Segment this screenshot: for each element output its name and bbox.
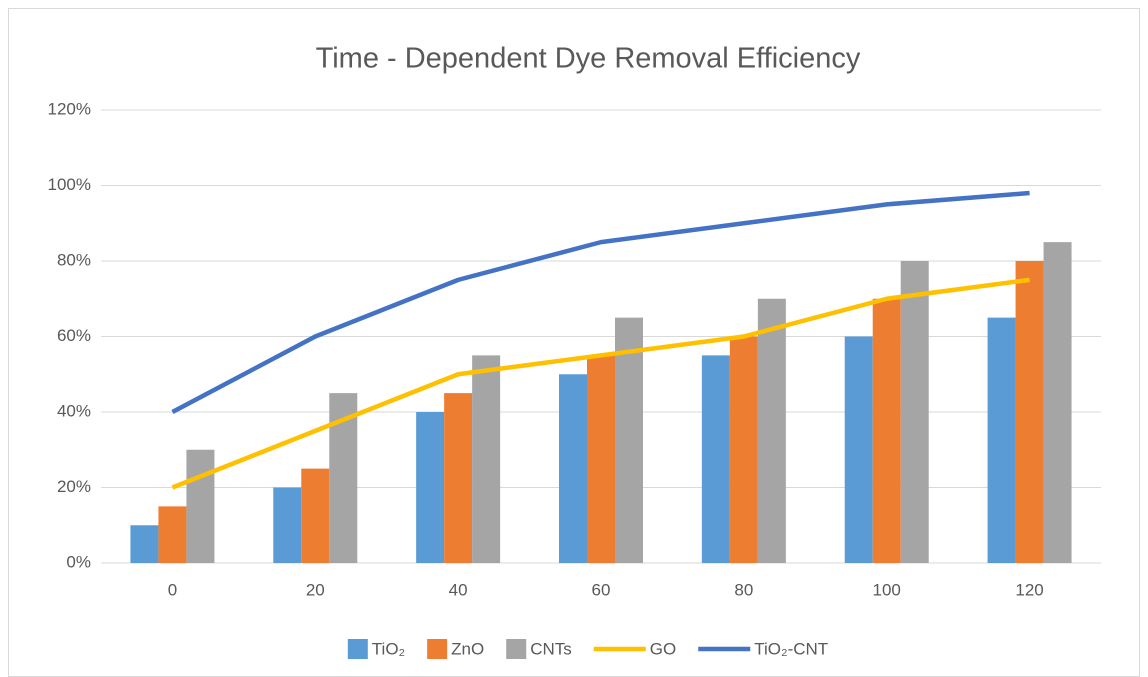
line xyxy=(171,277,1030,490)
bar xyxy=(701,355,730,563)
legend-swatch xyxy=(427,639,448,659)
legend-swatch xyxy=(506,639,527,659)
x-tick-label: 60 xyxy=(592,580,611,599)
bar xyxy=(158,506,187,563)
bar xyxy=(872,298,901,563)
bar xyxy=(844,336,873,563)
y-tick-label: 80% xyxy=(57,250,91,269)
y-tick-label: 40% xyxy=(57,401,91,420)
bar xyxy=(1043,242,1072,563)
y-tick-label: 0% xyxy=(66,552,91,571)
legend-label: ZnO xyxy=(451,639,484,658)
x-tick-label: 100 xyxy=(873,580,901,599)
bar xyxy=(416,412,445,563)
legend-label: CNTs xyxy=(530,639,572,658)
legend-label: TiO₂-CNT xyxy=(754,639,828,658)
legend-label: TiO₂ xyxy=(372,639,405,658)
x-tick-label: 80 xyxy=(734,580,753,599)
bar xyxy=(273,487,302,563)
chart-border xyxy=(8,8,1140,677)
bar xyxy=(444,393,473,563)
bar xyxy=(615,317,643,563)
bar xyxy=(186,449,215,563)
bar xyxy=(1015,261,1044,563)
line xyxy=(171,190,1030,414)
x-tick-label: 20 xyxy=(306,580,325,599)
bar xyxy=(130,525,159,563)
chart-title: Time - Dependent Dye Removal Efficiency xyxy=(316,43,861,75)
x-tick-label: 120 xyxy=(1015,580,1043,599)
bar xyxy=(587,355,615,563)
y-tick-label: 100% xyxy=(48,175,91,194)
x-tick-label: 40 xyxy=(449,580,468,599)
bar xyxy=(472,355,501,563)
x-tick-label: 0 xyxy=(168,580,177,599)
legend-swatch xyxy=(347,639,368,659)
y-tick-label: 120% xyxy=(48,99,91,118)
y-tick-label: 60% xyxy=(57,326,91,345)
legend-label: GO xyxy=(650,639,676,658)
y-tick-label: 20% xyxy=(57,477,91,496)
bar xyxy=(559,374,587,563)
bar xyxy=(900,261,929,563)
bar xyxy=(987,317,1016,563)
bar xyxy=(729,336,758,563)
bar xyxy=(757,298,786,563)
bar xyxy=(301,468,330,563)
